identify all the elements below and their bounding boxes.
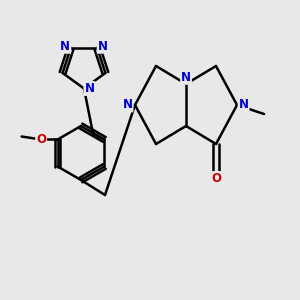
Text: O: O bbox=[36, 133, 46, 146]
Text: N: N bbox=[238, 98, 249, 112]
Text: N: N bbox=[84, 82, 94, 95]
Text: N: N bbox=[181, 71, 191, 84]
Text: O: O bbox=[211, 172, 221, 185]
Text: N: N bbox=[122, 98, 133, 112]
Text: N: N bbox=[98, 40, 108, 53]
Text: N: N bbox=[60, 40, 70, 53]
